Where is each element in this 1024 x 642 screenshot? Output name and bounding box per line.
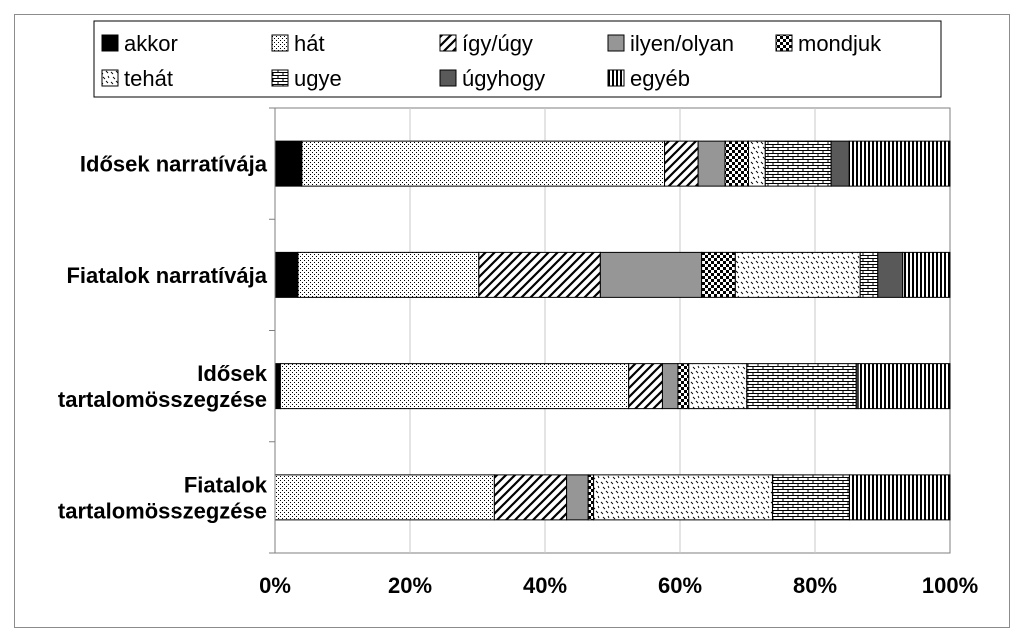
legend-label-igy-ugy: így/úgy (462, 31, 533, 56)
bars (274, 140, 951, 521)
legend-label-ugye: ugye (294, 66, 342, 91)
category-label-line: tartalomösszegzése (58, 387, 267, 412)
legend-label-ugyhogy: úgyhogy (462, 66, 545, 91)
bar-segment-akkor (274, 363, 281, 410)
legend-label-hat: hát (294, 31, 325, 56)
bar-segment-akkor (274, 251, 299, 298)
value-axis (269, 107, 276, 554)
bar-segment-mondjuk (587, 474, 595, 521)
bar-segment-ugye (859, 251, 879, 298)
bar-segment-egyeb (857, 363, 951, 410)
bar-segment-ugye (771, 474, 850, 521)
category-label-line: Fiatalok (184, 472, 268, 497)
legend-box (93, 20, 942, 98)
legend-label-akkor: akkor (124, 31, 178, 56)
bar-segment-igy-ugy (493, 474, 568, 521)
bar-segment-hat (297, 251, 480, 298)
legend-label-ilyen-olyan: ilyen/olyan (630, 31, 734, 56)
legend-swatch-mondjuk (775, 34, 793, 52)
legend-label-mondjuk: mondjuk (798, 31, 882, 56)
bar-segment-ilyen-olyan (661, 363, 679, 410)
bar-segment-hat (274, 474, 495, 521)
x-tick-label: 80% (793, 573, 837, 598)
x-tick-label: 0% (259, 573, 291, 598)
x-tick-label: 60% (658, 573, 702, 598)
x-tick-labels: 0% 20% 40% 60% 80% 100% (259, 573, 978, 598)
category-label: Idősek tartalomösszegzése (58, 361, 268, 412)
bar-segment-ugye (764, 140, 832, 187)
bar-segment-tehat (593, 474, 773, 521)
legend-label-tehat: tehát (124, 66, 173, 91)
x-tick-label: 100% (922, 573, 978, 598)
category-label-line: Fiatalok narratívája (66, 263, 267, 288)
legend-swatch-ugyhogy (439, 69, 457, 87)
legend-swatch-ugye (271, 69, 289, 87)
bar-segment-ugyhogy (830, 140, 850, 187)
legend-swatch-ilyen-olyan (607, 34, 625, 52)
bar-segment-ilyen-olyan (599, 251, 703, 298)
category-label: Fiatalok tartalomösszegzése (58, 472, 268, 523)
bar-segment-mondjuk (677, 363, 690, 410)
bar-segment-mondjuk (701, 251, 736, 298)
bar-segment-igy-ugy (628, 363, 663, 410)
legend-items: akkor hát így/úgy ilyen/olyan mondjuk tehát ug… (101, 31, 882, 91)
legend-swatch-egyeb (607, 69, 625, 87)
category-label-line: Idősek (197, 361, 267, 386)
bar-segment-ilyen-olyan (566, 474, 589, 521)
bar-segment-ugye (746, 363, 857, 410)
bar-segment-tehat (688, 363, 748, 410)
bar-segment-tehat (734, 251, 861, 298)
bar-segment-mondjuk (724, 140, 750, 187)
bar-segment-hat (301, 140, 666, 187)
legend: akkor hát így/úgy ilyen/olyan mondjuk tehát ug… (93, 20, 942, 98)
category-labels: Idősek narratívája Fiatalok narratívája Id… (58, 152, 268, 524)
bar-segment-tehat (748, 140, 766, 187)
bar-segment-egyeb (848, 474, 951, 521)
bar-segment-hat (279, 363, 630, 410)
x-tick-label: 40% (523, 573, 567, 598)
plot-area: Idősek narratívája Fiatalok narratívája Id… (58, 107, 978, 598)
category-label: Fiatalok narratívája (66, 263, 267, 288)
legend-swatch-hat (271, 34, 289, 52)
category-label-line: tartalomösszegzése (58, 498, 267, 523)
x-tick-label: 20% (388, 573, 432, 598)
bar-segment-ugyhogy (877, 251, 904, 298)
bar-segment-akkor (274, 140, 303, 187)
category-label-line: Idősek narratívája (80, 152, 268, 177)
category-label: Idősek narratívája (80, 152, 268, 177)
bar-segment-igy-ugy (664, 140, 699, 187)
legend-swatch-akkor (101, 34, 119, 52)
bar-segment-egyeb (848, 140, 951, 187)
legend-swatch-tehat (101, 69, 119, 87)
legend-label-egyeb: egyéb (630, 66, 690, 91)
bar-segment-ilyen-olyan (697, 140, 726, 187)
bar-segment-igy-ugy (478, 251, 601, 298)
bar-segment-egyeb (902, 251, 951, 298)
legend-swatch-igy-ugy (439, 34, 457, 52)
